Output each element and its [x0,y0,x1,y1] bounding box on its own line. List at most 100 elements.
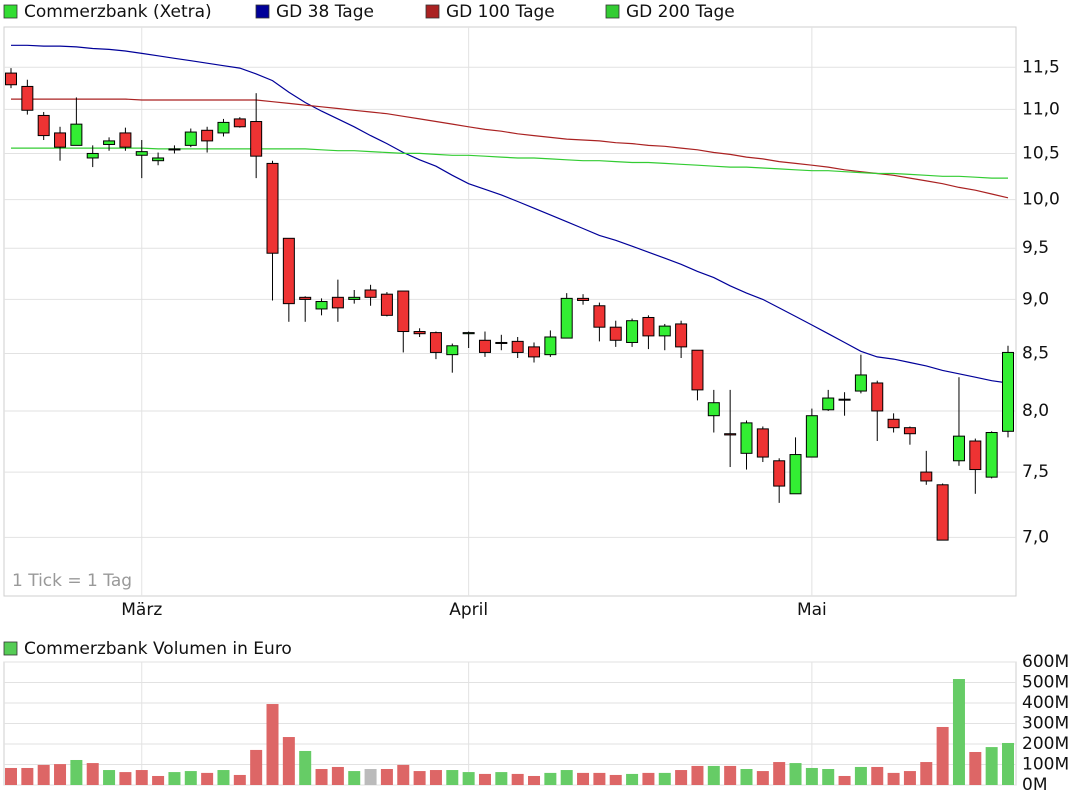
ma-line [11,44,1009,384]
volume-bar [887,772,900,785]
volume-bar [838,775,851,785]
x-tick-label: April [449,600,488,620]
candle-body [626,320,639,343]
volume-bar [315,769,328,785]
candle-body [609,326,622,341]
candle-body [952,435,965,462]
volume-bar [250,749,263,785]
candle-body [838,398,851,401]
volume-bar [266,704,279,785]
volume-bar [577,772,590,785]
candle-body [985,432,998,478]
candle-body [37,114,50,137]
y-tick-label: 8,0 [1022,401,1049,421]
y-tick-label: 200M [1022,734,1069,754]
volume-bar [822,769,835,785]
volume-bar [609,774,622,785]
candle-body [478,339,491,353]
candle-body [331,296,344,309]
volume-bar [37,764,50,785]
volume-bar [544,772,557,785]
candle-body [920,471,933,482]
candle-body [462,332,475,335]
candle-body [1002,351,1014,432]
candle-body [446,345,459,356]
candle-body [184,131,197,146]
volume-bar [152,775,165,785]
y-tick-label: 400M [1022,693,1069,713]
ma-line [11,98,1009,199]
candle-body [854,374,867,392]
volume-bar [1002,742,1014,785]
candle-body [577,297,590,301]
legend-label: GD 38 Tage [276,2,374,22]
volume-bar [773,762,786,785]
volume-bar [331,766,344,785]
volume-bar [871,766,884,785]
candle-body [217,121,230,134]
y-tick-label: 100M [1022,755,1069,775]
volume-bar [740,769,753,785]
candle-body [789,454,802,495]
candle-body [756,428,769,458]
candle-body [348,296,361,300]
volume-bar [282,737,295,785]
volume-bar [969,751,982,785]
candle-body [380,293,393,316]
volume-bar [446,770,459,785]
y-tick-label: 0M [1022,775,1047,795]
candle-body [429,332,442,353]
volume-title: Commerzbank Volumen in Euro [24,639,292,659]
candle-body [119,132,132,148]
volume-bar [854,766,867,785]
y-tick-label: 8,5 [1022,344,1049,364]
volume-bar [952,679,965,785]
candle-body [299,296,312,300]
candle-body [707,402,720,417]
y-tick-label: 7,0 [1022,527,1049,547]
volume-bar [364,769,377,785]
volume-bar [135,770,148,785]
candle-body [135,151,148,156]
volume-bar [86,763,99,785]
volume-bar [462,772,475,785]
candle-body [805,415,818,458]
ma-line [11,147,1008,179]
candle-body [724,433,737,436]
legend-swatch [425,4,440,19]
candle-body [887,418,900,429]
volume-bar [233,774,246,785]
candle-body [675,323,688,348]
volume-bar [429,770,442,785]
volume-bar [626,773,639,785]
volume-bar [119,772,132,785]
candle-body [658,325,671,337]
x-tick-label: März [121,600,162,620]
volume-bar [724,765,737,785]
legend-swatch [3,4,18,19]
volume-bar [380,769,393,785]
y-tick-label: 500M [1022,673,1069,693]
volume-bar [217,770,230,785]
legend-swatch [255,4,270,19]
candle-body [969,440,982,471]
candle-body [103,140,116,145]
candle-body [315,301,328,310]
y-tick-label: 9,0 [1022,289,1049,309]
candle-body [152,157,165,162]
volume-bar [168,772,181,785]
price-frame [3,26,1017,597]
candle-body [691,349,704,391]
volume-bar [5,767,17,785]
candle-body [250,121,263,157]
candle-body [21,85,34,111]
x-tick-label: Mai [797,600,827,620]
candle-body [70,123,83,146]
volume-bar [920,762,933,785]
y-tick-label: 10,5 [1022,143,1060,163]
volume-bar [658,772,671,785]
volume-bar [21,767,34,785]
volume-bar [397,764,410,785]
candle-body [397,290,410,333]
